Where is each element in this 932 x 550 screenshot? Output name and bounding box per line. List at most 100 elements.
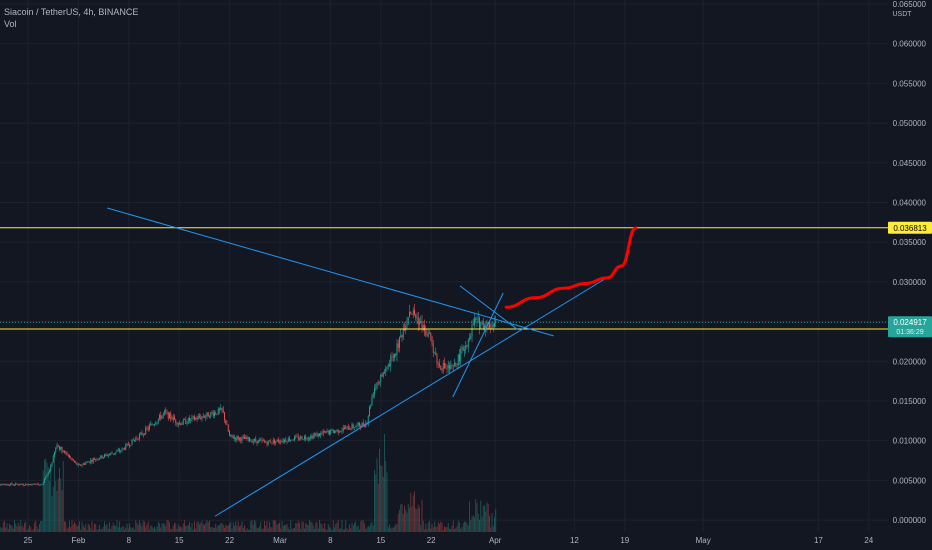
volume-bar — [2, 522, 4, 532]
candle-body — [195, 417, 197, 420]
candle-body — [229, 431, 230, 436]
time-tick-label: 17 — [814, 536, 823, 545]
candle-body — [337, 429, 339, 433]
price-axis[interactable]: 0.000000 0.005000 0.010000 0.015000 0.020000… — [888, 0, 932, 550]
volume-bar — [356, 526, 358, 532]
candle-body — [367, 415, 369, 424]
candle-body — [362, 422, 364, 425]
volume-bar — [125, 527, 127, 532]
volume-bar — [335, 523, 337, 532]
volume-bar — [419, 507, 420, 532]
volume-bar — [85, 524, 87, 532]
volume-bar — [69, 520, 70, 532]
candle-body — [226, 423, 228, 425]
candle-body — [119, 450, 120, 452]
volume-bar — [212, 527, 214, 532]
candle-body — [276, 439, 278, 442]
volume-bar — [117, 526, 119, 532]
volume-bar — [87, 523, 89, 532]
volume-bar — [167, 520, 169, 532]
candle-body — [259, 439, 260, 441]
candles[interactable] — [0, 303, 497, 487]
candle-body — [185, 419, 187, 424]
candle-body — [291, 439, 293, 441]
candle-body — [134, 439, 135, 441]
volume-bar — [440, 521, 442, 532]
price-tick-label: 0.060000 — [893, 40, 927, 49]
volume-bar — [141, 526, 143, 532]
volume-bar — [389, 524, 390, 532]
candle-body — [287, 438, 289, 442]
candle-body — [207, 412, 209, 417]
volume-bar — [160, 527, 162, 532]
volume-bar — [151, 526, 153, 532]
candle-body — [470, 336, 472, 339]
volume-bar — [64, 521, 65, 532]
candle-body — [182, 419, 184, 424]
trendline — [459, 285, 518, 330]
volume-label[interactable]: Vol — [4, 19, 17, 29]
candle-body — [326, 431, 328, 433]
volume-bar — [400, 504, 402, 532]
volume-bar — [112, 522, 114, 532]
volume-bar — [299, 523, 300, 532]
volume-bar — [241, 521, 243, 532]
candle-body — [5, 484, 7, 486]
candle-body — [454, 363, 455, 366]
candle-body — [114, 453, 115, 454]
volume-bar — [309, 520, 310, 532]
volume-bar — [232, 522, 234, 532]
candle-body — [74, 460, 75, 462]
volume-bar — [475, 499, 477, 532]
symbol-title[interactable]: Siacoin / TetherUS, 4h, BINANCE — [4, 7, 139, 17]
candle-body — [137, 438, 139, 440]
volume-bar — [189, 522, 190, 532]
time-tick-label: 15 — [376, 536, 385, 545]
candle-body — [0, 484, 2, 486]
candle-body — [265, 441, 267, 443]
candle-body — [350, 429, 352, 430]
candle-body — [240, 437, 242, 441]
volume-bar — [304, 528, 305, 532]
volume-bar — [86, 529, 88, 532]
volume-bar — [476, 502, 478, 532]
candle-body — [170, 413, 172, 419]
candle-body — [72, 459, 74, 461]
trendline — [452, 292, 504, 398]
volume-bar — [30, 527, 32, 532]
candle-body — [100, 455, 102, 459]
candle-body — [197, 416, 199, 420]
volume-bar — [20, 520, 22, 532]
volume-bar — [226, 525, 228, 532]
volume-bar — [467, 525, 469, 532]
volume-bar — [391, 527, 393, 532]
volume-bar — [205, 522, 207, 532]
volume-bar — [372, 525, 374, 532]
candle-body — [47, 472, 49, 475]
volume-bar — [191, 523, 193, 532]
candle-body — [427, 333, 429, 336]
volume-bar — [341, 520, 343, 532]
candle-body — [145, 427, 147, 435]
volume-bar — [472, 515, 474, 532]
candle-body — [441, 369, 443, 371]
volume-bar — [486, 502, 488, 532]
candle-body — [157, 418, 159, 423]
drawings[interactable] — [0, 207, 888, 517]
volume-bar — [435, 526, 437, 532]
volume-bar — [347, 529, 349, 532]
volume-bar — [75, 523, 77, 532]
candle-body — [421, 320, 423, 330]
volume-bar — [281, 520, 283, 532]
candle-body — [316, 433, 318, 437]
volume-bar — [11, 525, 13, 532]
candle-body — [442, 363, 444, 371]
volume-bar — [259, 526, 260, 532]
volume-bar — [431, 523, 433, 532]
volume-bar — [250, 521, 252, 532]
candle-body — [191, 416, 193, 419]
candle-body — [310, 435, 312, 439]
volume-bar — [401, 503, 403, 532]
time-axis[interactable]: 25 Feb 8 15 22 Mar 8 15 22 Apr 12 19 May 17 24 — [24, 536, 874, 545]
